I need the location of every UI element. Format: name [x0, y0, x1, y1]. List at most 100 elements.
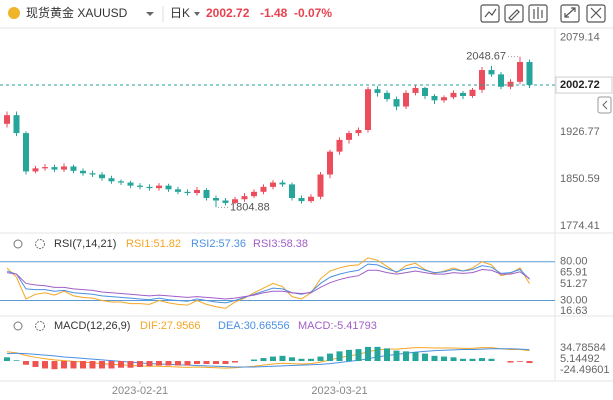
- draw-icon: [484, 8, 497, 18]
- settings-icon[interactable]: [35, 239, 45, 249]
- candle-body: [460, 92, 466, 96]
- legend-entry: DEA:30.66556: [218, 320, 290, 332]
- candle-body: [203, 189, 210, 198]
- y-tick-label: 16.63: [560, 305, 588, 317]
- candle-body: [118, 181, 124, 183]
- macd-bar: [327, 353, 333, 362]
- y-tick-label: 2079.14: [560, 32, 600, 44]
- candle-body: [213, 198, 219, 201]
- candle-body: [498, 74, 504, 87]
- candle-body: [355, 130, 362, 134]
- indicator-title: RSI(7,14,21): [54, 238, 116, 250]
- candle-body: [251, 191, 257, 197]
- macd-bar: [441, 356, 447, 362]
- rsi-line: [6, 268, 530, 300]
- candle-body: [70, 166, 77, 171]
- macd-bar: [184, 361, 191, 366]
- rsi-line: [6, 257, 530, 309]
- fullscreen-button[interactable]: [560, 4, 580, 23]
- macd-bar: [526, 361, 533, 364]
- last-price-label: 2002.72: [560, 79, 600, 91]
- candle-body: [99, 174, 105, 179]
- candle-body: [127, 182, 134, 186]
- candle-body: [479, 70, 485, 90]
- period-dropdown[interactable]: [194, 12, 200, 16]
- y-tick-label: 80.00: [560, 256, 588, 268]
- visibility-icon[interactable]: [13, 239, 23, 249]
- legend-name: DIF:: [140, 320, 161, 332]
- candle-body: [488, 70, 495, 75]
- macd-bar: [403, 351, 409, 362]
- symbol-title[interactable]: 现货黄金 XAUUSD: [26, 5, 128, 20]
- macd-bar: [137, 361, 143, 367]
- y-tick-label: 34.78584: [560, 342, 606, 354]
- macd-bar: [222, 361, 229, 365]
- macd-line: [6, 348, 530, 368]
- draw-tool-button[interactable]: [480, 4, 500, 23]
- candle-body: [317, 174, 324, 197]
- legend-name: RSI3:: [253, 238, 281, 250]
- candle-body: [23, 133, 29, 172]
- legend-entry: MACD:-5.41793: [298, 320, 377, 332]
- macd-bar: [13, 360, 20, 362]
- macd-bar: [194, 361, 200, 365]
- edit-icon: [508, 9, 520, 21]
- candle-body: [165, 185, 172, 190]
- settings-button[interactable]: [586, 4, 606, 23]
- macd-bar: [336, 351, 343, 362]
- candle-body: [526, 62, 533, 85]
- legend-value: -5.41793: [333, 320, 376, 332]
- macd-bar: [61, 361, 67, 369]
- legend-name: RSI2:: [191, 238, 219, 250]
- candle-body: [384, 92, 390, 100]
- legend-value: 30.66556: [244, 320, 290, 332]
- candle-body: [374, 89, 381, 93]
- candle-body: [156, 185, 162, 189]
- macd-bar: [365, 346, 371, 362]
- macd-bar: [279, 355, 286, 362]
- candle-body: [32, 168, 39, 172]
- candle-body: [393, 99, 400, 107]
- macd-bar: [4, 357, 10, 362]
- edit-button[interactable]: [504, 4, 524, 23]
- low-label: 1804.88: [230, 201, 270, 213]
- visibility-icon[interactable]: [13, 321, 23, 331]
- macd-bar: [118, 361, 124, 368]
- candle-body: [51, 167, 58, 170]
- macd-bar: [460, 358, 466, 362]
- candle-body: [146, 186, 153, 189]
- macd-bar: [298, 358, 305, 362]
- macd-bar: [374, 346, 381, 362]
- period[interactable]: 日K: [170, 6, 190, 20]
- macd-bar: [450, 357, 457, 362]
- legend-entry: RSI1:51.82: [126, 238, 181, 250]
- candle-body: [260, 186, 267, 192]
- macd-bar: [165, 361, 172, 366]
- legend-name: DEA:: [218, 320, 244, 332]
- macd-bar: [32, 361, 39, 367]
- candle-icon: [533, 7, 543, 19]
- macd-bar: [127, 361, 134, 368]
- candle-body: [507, 81, 514, 87]
- candle-body: [441, 97, 447, 101]
- macd-bar: [51, 361, 58, 370]
- rsi-line: [6, 263, 530, 304]
- macd-bar: [23, 361, 29, 365]
- legend-entry: RSI3:58.38: [253, 238, 308, 250]
- close-icon: [590, 7, 602, 19]
- macd-bar: [346, 349, 352, 362]
- candle-body: [270, 182, 276, 187]
- macd-bar: [260, 358, 267, 362]
- collapse-icon: [602, 100, 608, 110]
- macd-bar: [469, 358, 476, 362]
- y-tick-label: 5.14492: [560, 353, 600, 365]
- macd-bar: [270, 356, 276, 362]
- y-tick-label: -24.49601: [560, 364, 610, 376]
- y-tick-label: 51.27: [560, 278, 588, 290]
- macd-bar: [507, 361, 514, 363]
- collapse-button[interactable]: [597, 96, 612, 114]
- settings-icon[interactable]: [35, 321, 45, 331]
- candle-type-button[interactable]: [528, 4, 548, 23]
- symbol-dropdown[interactable]: [146, 12, 154, 16]
- macd-bar: [488, 358, 495, 362]
